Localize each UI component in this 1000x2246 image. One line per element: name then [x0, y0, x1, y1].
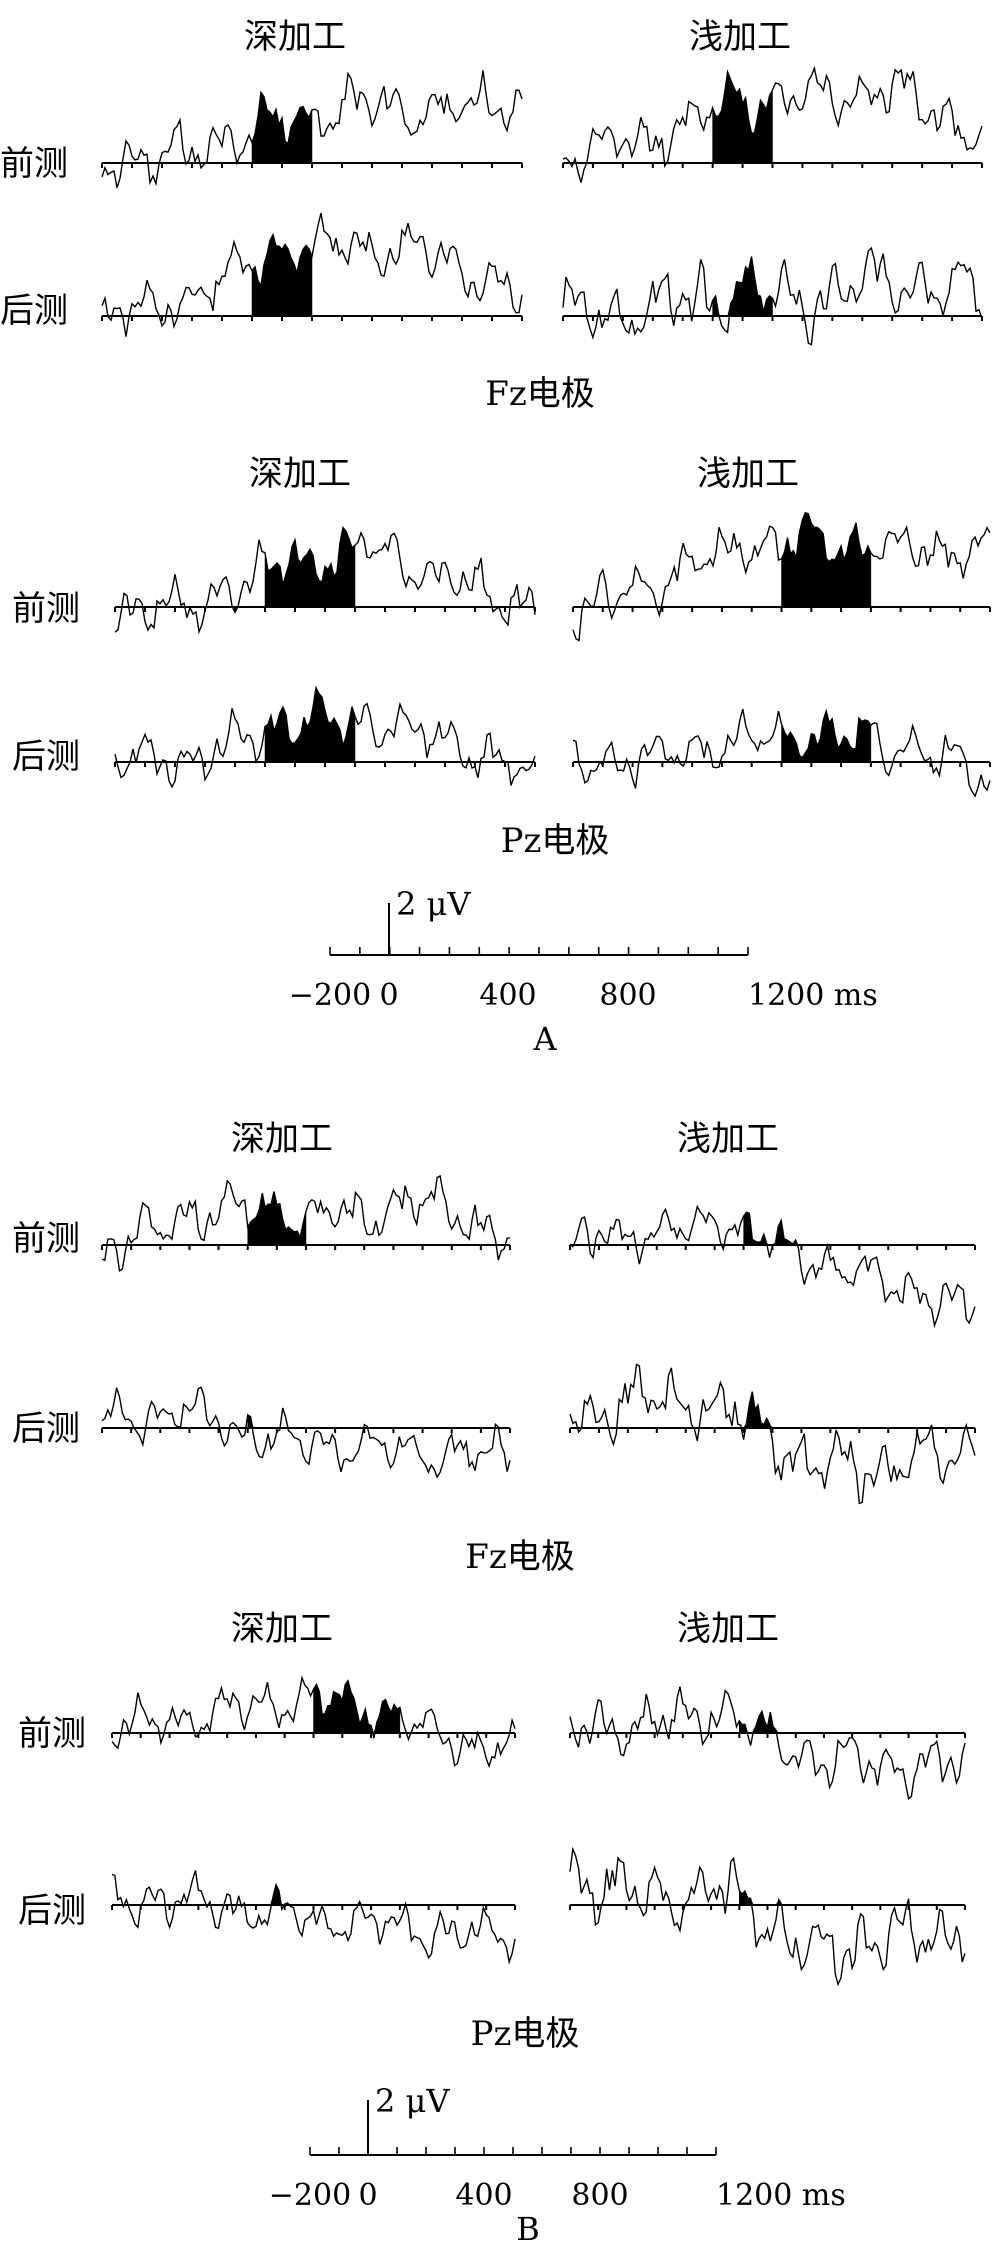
significant-window-shading — [739, 1710, 796, 1734]
significant-window-shading — [781, 512, 872, 608]
condition-label-shallow: 浅加工 — [677, 1119, 779, 1159]
erp-plot-A-Fz-shallow-post — [562, 246, 983, 346]
erp-waveform — [562, 246, 983, 346]
row-label-pretest: 前测 — [12, 1219, 80, 1259]
condition-label-shallow: 浅加工 — [697, 454, 799, 494]
electrode-label-fz: Fz电极 — [485, 374, 595, 414]
scale-bar-amplitude-label: 2 μV — [396, 885, 471, 923]
erp-plot-B-Fz-shallow-pre — [569, 1204, 976, 1329]
electrode-label-pz: Pz电极 — [471, 2014, 580, 2054]
erp-waveform — [569, 1363, 976, 1505]
significant-window-shading — [743, 1391, 802, 1429]
row-label-pretest: 前测 — [18, 1714, 86, 1754]
significant-window-shading — [251, 234, 313, 317]
erp-waveform — [572, 511, 991, 642]
erp-plot-B-Pz-shallow-pre — [569, 1686, 966, 1801]
x-tick-label: −200 — [289, 978, 371, 1013]
scale-bar-amplitude-label: 2 μV — [375, 2082, 450, 2120]
x-tick-label: −200 — [269, 2178, 351, 2213]
erp-waveform — [101, 1174, 511, 1273]
x-tick-label: 0 — [358, 2178, 377, 2213]
panel-label-a: A — [532, 1020, 557, 1058]
condition-label-deep: 深加工 — [231, 1609, 333, 1649]
erp-waveform — [572, 708, 991, 798]
condition-label-deep: 深加工 — [231, 1119, 333, 1159]
significant-window-shading — [313, 1680, 401, 1734]
erp-plot-A-Pz-deep-post — [114, 685, 536, 789]
row-label-posttest: 后测 — [18, 1891, 86, 1931]
x-tick-label: 400 — [479, 978, 536, 1013]
erp-plot-A-Pz-shallow-post — [572, 708, 991, 798]
electrode-label-pz: Pz电极 — [501, 821, 610, 861]
erp-waveform — [569, 1686, 966, 1801]
scale-bar-b: 2 μV −200 0 400 800 1200 ms — [269, 2082, 846, 2213]
significant-window-shading — [712, 70, 773, 164]
significant-window-shading — [743, 1211, 802, 1246]
x-tick-label: 800 — [571, 2178, 628, 2213]
electrode-label-fz: Fz电极 — [465, 1537, 575, 1577]
condition-label-deep: 深加工 — [249, 454, 351, 494]
erp-waveform — [111, 1870, 516, 1965]
significant-window-shading — [712, 256, 773, 317]
condition-label-deep: 深加工 — [244, 17, 346, 57]
significant-window-shading — [247, 1191, 307, 1246]
erp-waveform — [101, 70, 523, 188]
erp-waveform — [114, 526, 536, 635]
erp-plot-B-Fz-deep-post — [101, 1386, 511, 1479]
erp-waveform — [569, 1846, 966, 1987]
erp-plot-B-Pz-shallow-post — [569, 1846, 966, 1987]
erp-plot-B-Fz-deep-pre — [101, 1174, 511, 1273]
erp-waveform — [101, 1386, 511, 1479]
erp-plot-B-Pz-deep-pre — [111, 1675, 516, 1769]
row-label-posttest: 后测 — [0, 291, 68, 331]
erp-plot-A-Pz-deep-pre — [114, 526, 536, 635]
x-tick-label: 0 — [379, 978, 398, 1013]
erp-plot-B-Pz-deep-post — [111, 1870, 516, 1965]
scale-bar-a: 2 μV −200 0 400 800 1200 ms — [289, 885, 878, 1013]
panel-label-b: B — [516, 2210, 540, 2246]
row-label-posttest: 后测 — [12, 1409, 80, 1449]
erp-waveform — [114, 685, 536, 789]
significant-window-shading — [264, 686, 356, 763]
erp-plot-A-Fz-deep-pre — [101, 70, 523, 188]
condition-label-shallow: 浅加工 — [689, 17, 791, 57]
erp-waveform — [562, 65, 983, 183]
x-tick-label: 400 — [455, 2178, 512, 2213]
row-label-posttest: 后测 — [12, 737, 80, 777]
erp-plot-B-Fz-shallow-post — [569, 1363, 976, 1505]
erp-waveform — [569, 1204, 976, 1329]
condition-label-shallow: 浅加工 — [677, 1609, 779, 1649]
significant-window-shading — [251, 91, 313, 164]
row-label-pretest: 前测 — [0, 144, 68, 184]
scale-bar-ticks — [329, 947, 749, 955]
x-tick-label: 1200 ms — [748, 978, 878, 1013]
significant-window-shading — [264, 527, 356, 608]
erp-plot-A-Fz-shallow-pre — [562, 65, 983, 183]
erp-plot-A-Pz-shallow-pre — [572, 511, 991, 642]
row-label-pretest: 前测 — [12, 589, 80, 629]
erp-waveform — [111, 1675, 516, 1769]
scale-bar-ticks — [309, 2147, 717, 2155]
erp-waveform — [101, 212, 523, 337]
erp-plot-A-Fz-deep-post — [101, 212, 523, 337]
x-tick-label: 1200 ms — [716, 2178, 846, 2213]
x-tick-label: 800 — [599, 978, 656, 1013]
